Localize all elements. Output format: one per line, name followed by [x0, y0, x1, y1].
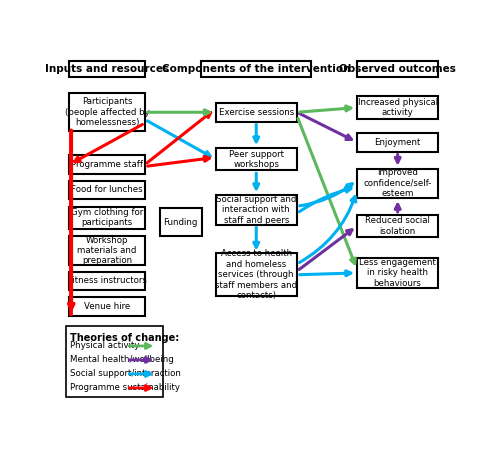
Text: Observed outcomes: Observed outcomes — [339, 64, 456, 74]
Text: Programme sustainability: Programme sustainability — [70, 384, 180, 393]
Text: Less engagement
in risky health
behaviours: Less engagement in risky health behaviou… — [359, 258, 436, 288]
FancyBboxPatch shape — [357, 133, 438, 151]
FancyBboxPatch shape — [357, 168, 438, 198]
FancyBboxPatch shape — [357, 96, 438, 119]
Text: Components of the intervention: Components of the intervention — [162, 64, 350, 74]
Text: Enjoyment: Enjoyment — [374, 138, 421, 147]
FancyBboxPatch shape — [70, 297, 145, 316]
Text: Access to health
and homeless
services (through
staff members and
contacts): Access to health and homeless services (… — [215, 250, 298, 300]
Text: Participants
(people affected by
homelessness): Participants (people affected by homeles… — [64, 98, 150, 127]
Text: Increased physical
activity: Increased physical activity — [358, 98, 438, 117]
FancyBboxPatch shape — [70, 181, 145, 199]
Text: Inputs and resources: Inputs and resources — [45, 64, 169, 74]
FancyBboxPatch shape — [357, 61, 438, 76]
Text: Gym clothing for
participants: Gym clothing for participants — [71, 208, 143, 227]
Text: Venue hire: Venue hire — [84, 302, 130, 310]
Text: Funding: Funding — [164, 218, 198, 227]
Text: Exercise sessions: Exercise sessions — [218, 108, 294, 117]
Text: Fitness instructors: Fitness instructors — [68, 276, 146, 286]
FancyBboxPatch shape — [201, 61, 312, 76]
FancyBboxPatch shape — [70, 155, 145, 174]
FancyBboxPatch shape — [160, 208, 202, 236]
Text: Food for lunches: Food for lunches — [72, 185, 143, 194]
Text: Peer support
workshops: Peer support workshops — [229, 150, 284, 169]
FancyBboxPatch shape — [357, 215, 438, 237]
FancyBboxPatch shape — [216, 195, 297, 225]
FancyBboxPatch shape — [70, 61, 145, 76]
FancyBboxPatch shape — [216, 253, 297, 296]
FancyBboxPatch shape — [216, 103, 297, 121]
Text: Social support and
interaction with
staff and peers: Social support and interaction with staf… — [216, 195, 296, 225]
FancyBboxPatch shape — [70, 236, 145, 265]
FancyBboxPatch shape — [216, 148, 297, 170]
FancyBboxPatch shape — [70, 206, 145, 229]
FancyBboxPatch shape — [357, 258, 438, 288]
FancyBboxPatch shape — [66, 326, 163, 397]
Text: Workshop
materials and
preparation: Workshop materials and preparation — [78, 235, 137, 265]
Text: Theories of change:: Theories of change: — [70, 333, 180, 343]
Text: Physical activity: Physical activity — [70, 341, 140, 350]
Text: Improved
confidence/self-
esteem: Improved confidence/self- esteem — [364, 168, 432, 198]
Text: Social support/interaction: Social support/interaction — [70, 370, 181, 378]
Text: Mental health/wellbeing: Mental health/wellbeing — [70, 356, 174, 364]
Text: Programme staff: Programme staff — [71, 160, 143, 169]
FancyBboxPatch shape — [70, 272, 145, 290]
FancyBboxPatch shape — [70, 93, 145, 131]
Text: Reduced social
isolation: Reduced social isolation — [365, 216, 430, 236]
